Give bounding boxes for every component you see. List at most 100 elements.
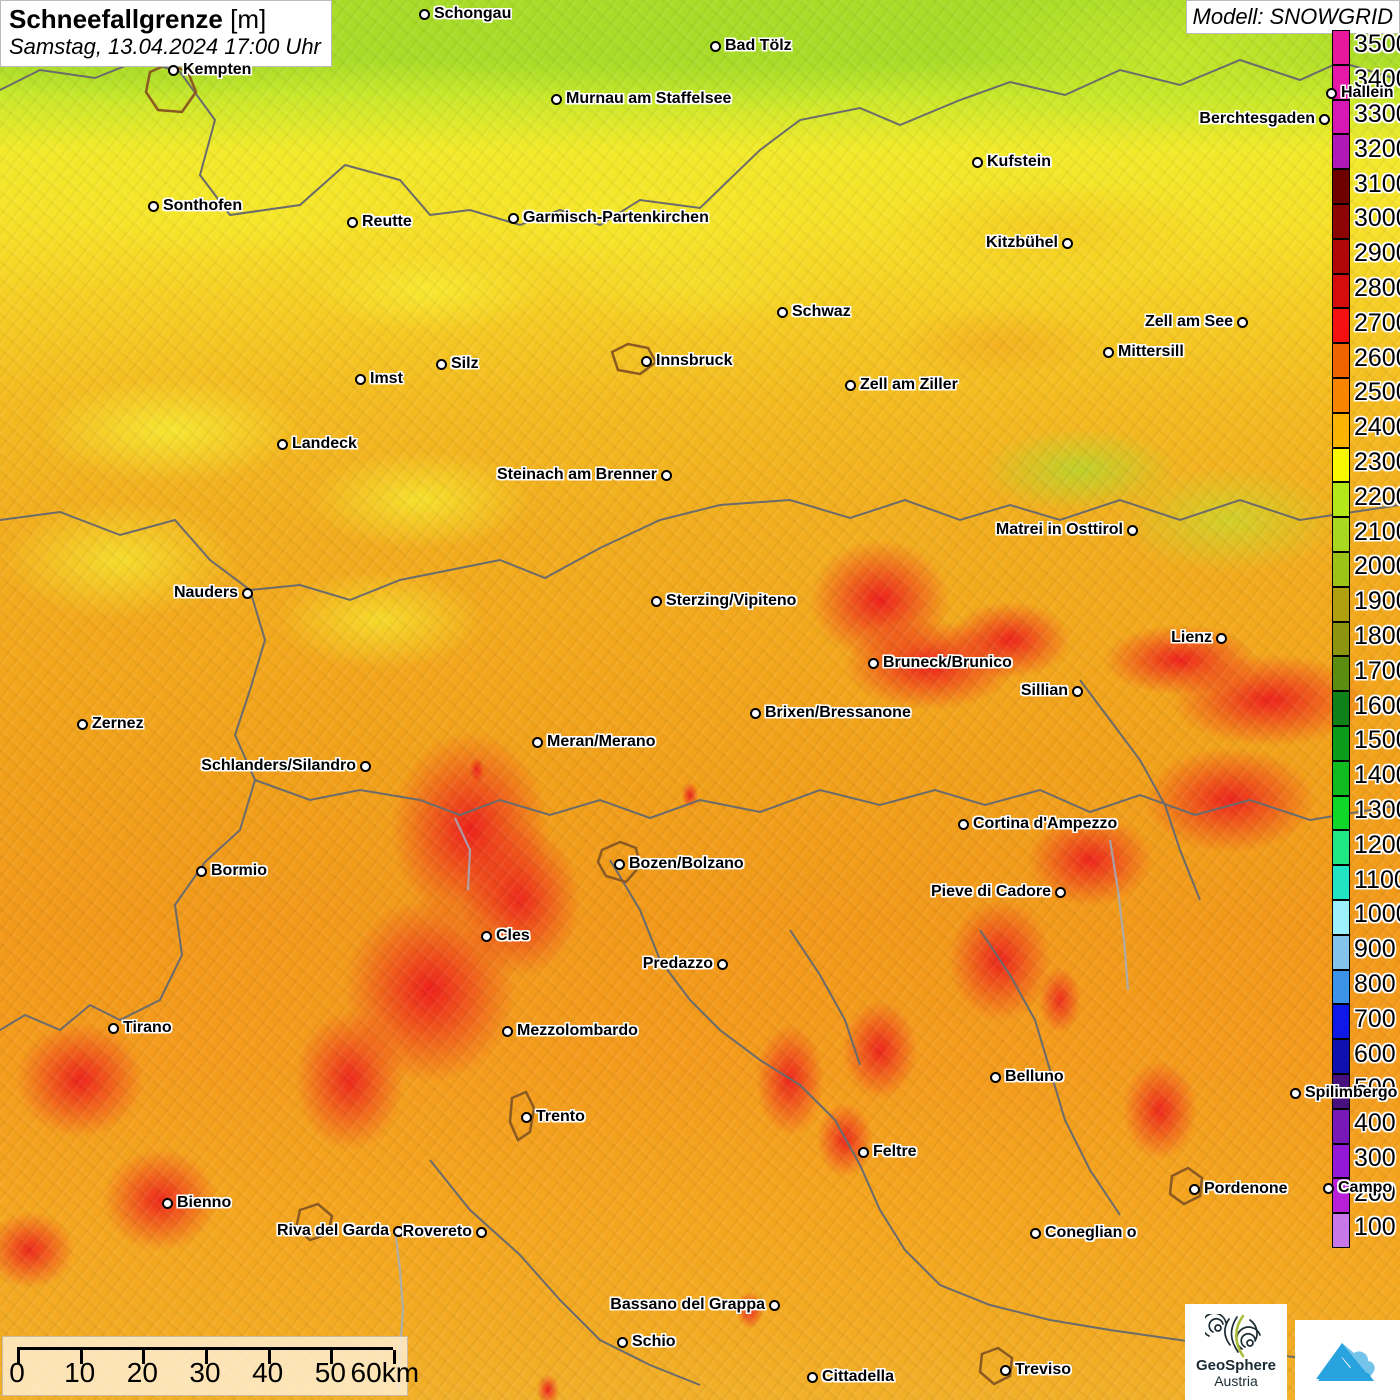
- city-marker[interactable]: Schio: [617, 1333, 676, 1351]
- legend-entry[interactable]: 2800: [1326, 273, 1400, 309]
- city-marker[interactable]: Garmisch-Partenkirchen: [508, 209, 709, 227]
- city-marker[interactable]: Sterzing/Vipiteno: [651, 592, 796, 610]
- legend-entry[interactable]: 2900: [1326, 238, 1400, 274]
- legend-entry[interactable]: 3200: [1326, 134, 1400, 170]
- legend-entry[interactable]: 3500: [1326, 30, 1400, 65]
- legend-entry[interactable]: 700: [1326, 1004, 1400, 1040]
- city-marker[interactable]: Bienno: [162, 1194, 231, 1212]
- city-marker[interactable]: Cittadella: [807, 1368, 894, 1386]
- legend-entry[interactable]: 2700: [1326, 308, 1400, 344]
- city-marker[interactable]: Imst: [355, 370, 403, 388]
- legend-entry[interactable]: 1600: [1326, 691, 1400, 726]
- city-marker[interactable]: Cortina d'Ampezzo: [958, 815, 1117, 833]
- city-marker[interactable]: Silz: [436, 355, 479, 373]
- legend-entry[interactable]: 1800: [1326, 621, 1400, 657]
- city-marker[interactable]: Pieve di Cadore: [931, 883, 1066, 901]
- city-marker[interactable]: Trento: [521, 1108, 585, 1126]
- city-marker[interactable]: Treviso: [1000, 1361, 1071, 1379]
- legend-entry[interactable]: 1700: [1326, 656, 1400, 692]
- city-marker[interactable]: Murnau am Staffelsee: [551, 90, 731, 108]
- city-marker[interactable]: Tirano: [108, 1019, 172, 1037]
- legend-swatch: [1332, 691, 1350, 726]
- city-marker[interactable]: Campo: [1323, 1179, 1392, 1197]
- legend-entry[interactable]: 300: [1326, 1143, 1400, 1179]
- city-label: Treviso: [1015, 1361, 1072, 1378]
- city-marker[interactable]: Kufstein: [972, 153, 1051, 171]
- legend-entry[interactable]: 2000: [1326, 551, 1400, 587]
- city-marker[interactable]: Innsbruck: [641, 352, 732, 370]
- city-marker[interactable]: Meran/Merano: [532, 733, 655, 751]
- city-marker[interactable]: Reutte: [347, 213, 412, 231]
- geosphere-austria-logo[interactable]: GeoSphere Austria: [1185, 1304, 1287, 1400]
- city-marker[interactable]: Nauders: [174, 584, 253, 602]
- city-marker[interactable]: Matrei in Osttirol: [996, 521, 1138, 539]
- scale-tick: [142, 1350, 146, 1364]
- legend-entry[interactable]: 2300: [1326, 447, 1400, 483]
- city-marker[interactable]: Sonthofen: [148, 197, 242, 215]
- app-logo[interactable]: [1295, 1320, 1400, 1400]
- legend-value-label: 3200: [1354, 134, 1400, 163]
- legend-entry[interactable]: 1000: [1326, 899, 1400, 935]
- legend-entry[interactable]: 3000: [1326, 203, 1400, 239]
- city-marker[interactable]: Riva del Garda: [277, 1222, 404, 1240]
- city-marker[interactable]: Predazzo: [643, 955, 728, 973]
- scale-tick: [205, 1350, 208, 1364]
- legend-entry[interactable]: 1400: [1326, 760, 1400, 796]
- city-marker[interactable]: Bormio: [196, 862, 267, 880]
- legend-entry[interactable]: 3100: [1326, 169, 1400, 204]
- legend-entry[interactable]: 2500: [1326, 377, 1400, 413]
- city-marker[interactable]: Bassano del Grappa: [610, 1296, 780, 1314]
- city-marker[interactable]: Pordenone: [1189, 1180, 1288, 1198]
- city-label: Silz: [451, 355, 479, 372]
- legend-value-label: 200: [1354, 1178, 1396, 1207]
- legend-entry[interactable]: 400: [1326, 1108, 1400, 1144]
- legend-entry[interactable]: 1100: [1326, 865, 1400, 900]
- legend-entry[interactable]: 3300: [1326, 99, 1400, 135]
- city-marker[interactable]: Zell am See: [1145, 313, 1248, 331]
- city-marker[interactable]: Zell am Ziller: [845, 376, 958, 394]
- legend-entry[interactable]: 2100: [1326, 517, 1400, 552]
- city-marker[interactable]: Berchtesgaden: [1199, 110, 1330, 128]
- city-marker[interactable]: Lienz: [1171, 629, 1227, 647]
- city-marker[interactable]: Bad Tölz: [710, 37, 792, 55]
- legend-entry[interactable]: 800: [1326, 969, 1400, 1005]
- city-marker[interactable]: Rovereto: [403, 1223, 487, 1241]
- legend-value-label: 2500: [1354, 378, 1400, 407]
- city-marker[interactable]: Bozen/Bolzano: [614, 855, 744, 873]
- legend-entry[interactable]: 500: [1326, 1073, 1400, 1109]
- city-marker[interactable]: Landeck: [277, 435, 357, 453]
- city-marker[interactable]: Bruneck/Brunico: [868, 654, 1012, 672]
- city-marker[interactable]: Steinach am Brenner: [497, 466, 672, 484]
- city-marker[interactable]: Belluno: [990, 1068, 1064, 1086]
- legend-value-label: 2300: [1354, 448, 1400, 477]
- city-marker[interactable]: Hallein: [1326, 84, 1393, 102]
- city-marker[interactable]: Zernez: [77, 715, 144, 733]
- legend-colorbar[interactable]: 3500 3400 3300 3200 3100 3000 2900 2800 2700 2600…: [1326, 30, 1400, 1248]
- city-marker[interactable]: Brixen/Bressanone: [750, 704, 911, 722]
- legend-entry[interactable]: 2200: [1326, 482, 1400, 518]
- city-marker[interactable]: Mezzolombardo: [502, 1022, 638, 1040]
- city-marker[interactable]: Coneglian o: [1030, 1224, 1137, 1242]
- legend-entry[interactable]: 100: [1326, 1213, 1400, 1248]
- legend-entry[interactable]: 900: [1326, 934, 1400, 970]
- city-marker[interactable]: Schwaz: [777, 303, 851, 321]
- legend-entry[interactable]: 1500: [1326, 725, 1400, 761]
- legend-entry[interactable]: 1900: [1326, 586, 1400, 622]
- city-marker[interactable]: Mittersill: [1103, 343, 1184, 361]
- legend-entry[interactable]: 1200: [1326, 830, 1400, 866]
- legend-entry[interactable]: 600: [1326, 1039, 1400, 1074]
- city-marker[interactable]: Sillian: [1021, 682, 1083, 700]
- legend-entry[interactable]: 2600: [1326, 343, 1400, 378]
- city-marker[interactable]: Schlanders/Silandro: [201, 757, 371, 775]
- city-marker[interactable]: Kitzbühel: [986, 234, 1073, 252]
- city-marker[interactable]: Schongau: [419, 5, 511, 23]
- legend-entry[interactable]: 2400: [1326, 412, 1400, 448]
- city-marker[interactable]: Spilimbergo: [1290, 1084, 1397, 1102]
- city-label: Bassano del Grappa: [610, 1296, 765, 1313]
- legend-entry[interactable]: 200: [1326, 1178, 1400, 1214]
- city-marker[interactable]: Cles: [481, 927, 530, 945]
- city-marker[interactable]: Kempten: [168, 61, 251, 79]
- legend-entry[interactable]: 1300: [1326, 795, 1400, 831]
- city-marker[interactable]: Feltre: [858, 1143, 917, 1161]
